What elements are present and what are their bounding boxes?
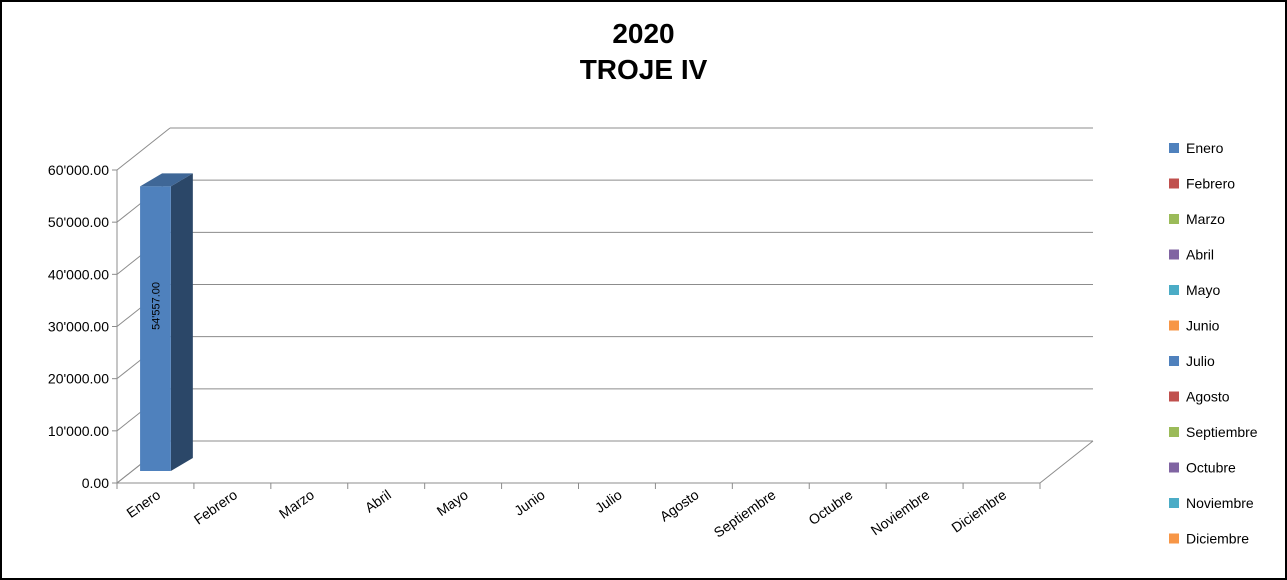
legend-swatch: [1169, 533, 1179, 544]
legend-swatch: [1169, 249, 1179, 260]
legend-swatch: [1169, 320, 1179, 331]
x-axis: Enero Febrero Marzo Abril Mayo Junio Julio Agos…: [116, 483, 1041, 541]
bar-side: [170, 173, 193, 471]
legend-swatch: [1169, 285, 1179, 295]
legend-swatch: [1169, 214, 1179, 224]
legend: Enero Febrero Marzo Abril Mayo Junio Julio Agos…: [1169, 140, 1258, 547]
x-tick-label: Diciembre: [948, 486, 1009, 535]
x-tick-label: Mayo: [434, 486, 471, 519]
legend-label: Septiembre: [1186, 424, 1258, 440]
x-tick-label: Enero: [123, 486, 163, 521]
legend-label: Febrero: [1186, 176, 1235, 192]
x-tick-label: Julio: [592, 486, 625, 516]
y-tick-label: 30'000.00: [48, 319, 109, 335]
legend-swatch: [1169, 143, 1179, 153]
legend-swatch: [1169, 178, 1179, 189]
bar-top: [140, 173, 193, 187]
y-tick-label: 10'000.00: [48, 423, 109, 439]
legend-label: Enero: [1186, 140, 1224, 156]
bar-enero: [140, 186, 171, 471]
legend-label: Diciembre: [1186, 531, 1249, 547]
legend-label: Abril: [1186, 247, 1214, 263]
y-tick-label: 60'000.00: [48, 162, 109, 178]
legend-label: Octubre: [1186, 460, 1236, 476]
legend-swatch: [1169, 498, 1179, 508]
chart-walls: [116, 170, 1094, 484]
legend-swatch: [1169, 462, 1179, 473]
y-tick-label: 20'000.00: [48, 371, 109, 387]
x-tick-label: Octubre: [805, 486, 855, 528]
x-tick-label: Agosto: [657, 486, 702, 524]
gridlines: [116, 127, 1093, 484]
x-tick-label: Marzo: [276, 486, 317, 522]
y-tick-label: 0.00: [82, 475, 109, 491]
legend-label: Agosto: [1186, 389, 1230, 405]
chart-subtitle: TROJE IV: [579, 54, 708, 85]
x-tick-label: Noviembre: [868, 486, 933, 538]
legend-swatch: [1169, 391, 1179, 402]
x-tick-label: Abril: [362, 486, 394, 515]
legend-swatch: [1169, 427, 1179, 437]
y-tick-label: 40'000.00: [48, 266, 109, 282]
gridline-side: [116, 127, 171, 171]
legend-swatch: [1169, 356, 1179, 366]
legend-label: Junio: [1186, 318, 1220, 334]
y-axis: 0.00 10'000.00 20'000.00 30'000.00 40'000.00…: [48, 162, 117, 491]
legend-label: Julio: [1186, 353, 1215, 369]
y-tick-label: 50'000.00: [48, 214, 109, 230]
legend-label: Noviembre: [1186, 495, 1254, 511]
x-tick-label: Febrero: [191, 486, 241, 527]
legend-label: Mayo: [1186, 282, 1220, 298]
floor-right-edge: [1039, 440, 1094, 484]
chart-title-year: 2020: [612, 18, 675, 49]
x-tick-label: Septiembre: [711, 486, 779, 540]
bars: 54'557.00: [140, 173, 193, 471]
chart-title: 2020 TROJE IV: [2, 16, 1285, 88]
x-tick-label: Junio: [511, 486, 548, 518]
legend-label: Marzo: [1186, 211, 1225, 227]
data-label: 54'557.00: [150, 282, 162, 330]
